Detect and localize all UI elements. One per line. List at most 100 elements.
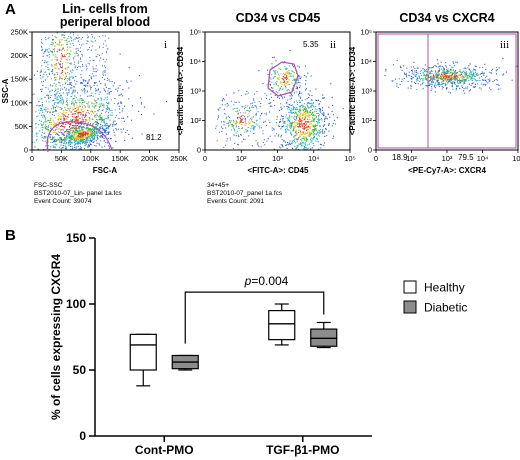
- plot-iii-gate-left: [377, 33, 429, 149]
- plot-ii-x-ticks: 0 10² 10³ 10⁴ 10⁵: [203, 150, 356, 163]
- box-iqr: [129, 333, 157, 371]
- y-axis-label: % of cells expressing CXCR4: [49, 254, 63, 420]
- plot-i-gate-percent: 81.2: [146, 133, 162, 142]
- plot-iii-y-ticks: 0 10² 10³ 10⁴ 10⁵: [360, 28, 376, 155]
- y-tick-label: 10⁴: [189, 57, 201, 66]
- plot-ii-y-ticks: 0 10² 10³ 10⁴ 10⁵: [189, 28, 205, 155]
- box-chart: 0 50 100 150 Cont-PMO TGF-β1-PMO p=0.004 % o…: [49, 231, 372, 457]
- plot-ii-y-label: <Pacific Blue-A>: CD34: [176, 46, 185, 135]
- x-tick-label: 0: [374, 154, 378, 163]
- plot-i-title-line2: periperal blood: [60, 15, 150, 29]
- plot-ii-gate: [267, 61, 299, 97]
- plot-ii-info-2: BST2010-07_panel 1a.fcs: [207, 190, 283, 197]
- x-tick-label: 10⁴: [308, 154, 320, 163]
- y-tick-label: 0: [24, 146, 28, 155]
- plot-i-info-1: FSC-SSC: [34, 182, 63, 189]
- x-tick-label: 150K: [111, 154, 129, 163]
- plot-iii-x-label: <PE-Cy7-A>: CXCR4: [408, 166, 486, 175]
- y-tick-label: 10⁵: [190, 28, 201, 37]
- x-tick-label: 10³: [442, 154, 453, 163]
- plot-i-x-ticks: 0 50K 100K 150K 200K 250K: [30, 150, 188, 163]
- x-tick-label: TGF-β1-PMO: [266, 443, 339, 457]
- plot-iii-gate-right: [427, 33, 517, 149]
- plot-i-y-ticks: 0 50K 100K 150K 200K 250K: [10, 28, 32, 155]
- y-tick-label: 10²: [361, 116, 372, 125]
- legend-swatch-healthy: [403, 280, 417, 294]
- x-tick-label: 200K: [141, 154, 159, 163]
- plot-iii-y-label: <Pacific Blue-A>: CD34: [348, 46, 357, 135]
- y-tick-label: 10³: [190, 87, 201, 96]
- flow-plot-iii: CD34 vs CXCR4 iii 18.9 79.5 0 10² 10³ 10⁴ 10…: [348, 11, 520, 175]
- plot-ii-info-3: Events Count: 2091: [207, 198, 264, 205]
- plot-i-y-label: SSC-A: [1, 78, 10, 103]
- y-tick-label: 10³: [361, 87, 372, 96]
- x-tick-label: 50K: [55, 154, 68, 163]
- plot-iii-frame: [375, 31, 519, 151]
- plot-i-title-line1: Lin- cells from: [62, 2, 147, 16]
- y-tick-label: 10²: [190, 116, 201, 125]
- flow-plot-ii: CD34 vs CD45 ii 5.35 0 10² 10³ 10⁴ 10⁵ 0 10² 1…: [176, 11, 356, 205]
- legend: Healthy Diabetic: [403, 280, 467, 315]
- plot-ii-title: CD34 vs CD45: [236, 11, 321, 25]
- y-tick-label: 100: [66, 297, 86, 311]
- y-tick-label: 0: [197, 146, 201, 155]
- x-tick-label: 100K: [82, 154, 100, 163]
- plot-i-info-3: Event Count: 39074: [34, 198, 92, 205]
- y-tick-label: 50: [73, 363, 87, 377]
- x-tick-label: 10²: [236, 154, 247, 163]
- plot-ii-gate-percent: 5.35: [303, 40, 319, 49]
- plot-ii-roman: ii: [330, 39, 336, 51]
- p-value-label: p=0.004: [244, 274, 289, 288]
- x-tick-label: 10⁵: [512, 154, 520, 163]
- significance-bracket: p=0.004: [184, 274, 325, 344]
- x-tick-label: Cont-PMO: [135, 443, 194, 457]
- plot-iii-events: [384, 57, 518, 94]
- plot-iii-quadrant-right: 79.5: [458, 153, 474, 162]
- y-tick-label: 50K: [15, 122, 28, 131]
- x-axis-ticks: Cont-PMO TGF-β1-PMO: [135, 436, 339, 457]
- plot-i-events: [32, 32, 167, 150]
- y-tick-label: 150K: [10, 75, 28, 84]
- y-tick-label: 10⁵: [361, 28, 372, 37]
- plot-ii-frame: [204, 31, 351, 151]
- box-diabetic-tgf-1-pmo: [310, 321, 338, 349]
- y-tick-label: 250K: [10, 28, 28, 37]
- x-tick-label: 10⁴: [477, 154, 489, 163]
- plot-iii-roman: iii: [500, 39, 509, 51]
- boxes: [129, 303, 338, 387]
- y-tick-label: 100K: [10, 98, 28, 107]
- y-axis-ticks: 0 50 100 150: [66, 231, 95, 443]
- plot-iii-title: CD34 vs CXCR4: [399, 11, 494, 25]
- plot-iii-quadrant-left: 18.9: [392, 153, 408, 162]
- legend-label-diabetic: Diabetic: [424, 301, 467, 315]
- box-iqr: [268, 310, 296, 341]
- y-tick-label: 0: [368, 146, 372, 155]
- legend-swatch-diabetic: [403, 300, 417, 314]
- panel-a-letter: A: [5, 1, 16, 18]
- plot-i-frame: [31, 31, 180, 151]
- box-healthy-tgf-1-pmo: [268, 303, 296, 346]
- x-tick-label: 10⁵: [344, 154, 355, 163]
- plot-ii-events: [215, 49, 344, 150]
- plot-i-x-label: FSC-A: [93, 166, 118, 175]
- legend-label-healthy: Healthy: [424, 281, 465, 295]
- box-diabetic-cont-pmo: [171, 354, 199, 371]
- plot-i-roman: i: [164, 39, 167, 51]
- plot-i-gate: [46, 121, 113, 153]
- y-tick-label: 200K: [10, 51, 28, 60]
- x-tick-label: 250K: [170, 154, 188, 163]
- x-tick-label: 10²: [406, 154, 417, 163]
- plot-ii-x-label: <FITC-A>: CD45: [248, 166, 309, 175]
- plot-ii-info-1: 34+45+: [207, 182, 229, 189]
- y-tick-label: 0: [79, 429, 86, 443]
- panel-b-letter: B: [5, 227, 16, 244]
- bracket-line: [184, 291, 325, 344]
- box-healthy-cont-pmo: [129, 333, 157, 387]
- y-tick-label: 10⁴: [360, 57, 372, 66]
- plot-iii-x-ticks: 0 10² 10³ 10⁴ 10⁵: [374, 150, 520, 163]
- y-tick-label: 150: [66, 231, 86, 245]
- x-tick-label: 0: [203, 154, 207, 163]
- flow-plot-i: Lin- cells from periperal blood i 81.2 0…: [1, 2, 188, 205]
- x-tick-label: 0: [30, 154, 34, 163]
